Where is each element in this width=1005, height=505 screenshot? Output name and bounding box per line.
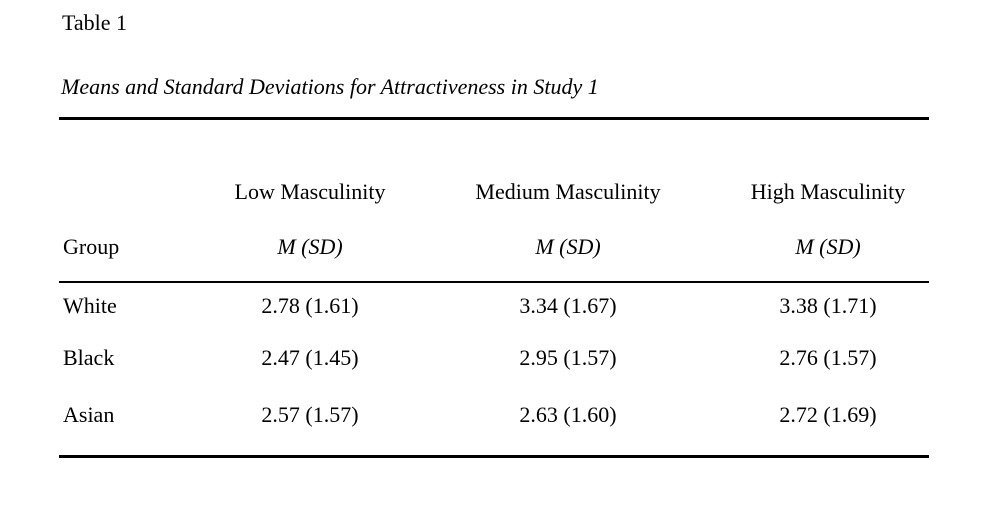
row-label: Black [63, 345, 115, 370]
table-row-black: Black 2.47 (1.45) 2.95 (1.57) 2.76 (1.57… [59, 345, 929, 371]
cell-white-low: 2.78 (1.61) [261, 293, 359, 318]
cell-black-high: 2.76 (1.57) [779, 345, 877, 370]
cell-asian-medium: 2.63 (1.60) [519, 402, 617, 427]
subheader-m-sd-high: M (SD) [795, 234, 861, 259]
column-header-medium-masculinity: Medium Masculinity [475, 179, 661, 204]
row-label: White [63, 293, 117, 318]
cell-white-medium: 3.34 (1.67) [519, 293, 617, 318]
table-number-label: Table 1 [62, 10, 128, 35]
cell-asian-low: 2.57 (1.57) [261, 402, 359, 427]
cell-black-low: 2.47 (1.45) [261, 345, 359, 370]
table-row-white: White 2.78 (1.61) 3.34 (1.67) 3.38 (1.71… [59, 293, 929, 319]
table-column-header-row: Low Masculinity Medium Masculinity High … [59, 179, 929, 205]
subheader-m-sd-medium: M (SD) [535, 234, 601, 259]
group-column-header: Group [63, 234, 120, 259]
table-header-divider-rule [59, 281, 929, 283]
column-header-low-masculinity: Low Masculinity [234, 179, 386, 204]
apa-table: Low Masculinity Medium Masculinity High … [59, 0, 929, 505]
table-top-rule [59, 117, 929, 120]
row-label: Asian [63, 402, 115, 427]
table-bottom-rule [59, 455, 929, 458]
table-caption: Means and Standard Deviations for Attrac… [61, 74, 599, 99]
subheader-m-sd-low: M (SD) [277, 234, 343, 259]
table-subheader-row: Group M (SD) M (SD) M (SD) [59, 234, 929, 260]
cell-black-medium: 2.95 (1.57) [519, 345, 617, 370]
column-header-high-masculinity: High Masculinity [750, 179, 906, 204]
cell-asian-high: 2.72 (1.69) [779, 402, 877, 427]
cell-white-high: 3.38 (1.71) [779, 293, 877, 318]
table-row-asian: Asian 2.57 (1.57) 2.63 (1.60) 2.72 (1.69… [59, 402, 929, 428]
